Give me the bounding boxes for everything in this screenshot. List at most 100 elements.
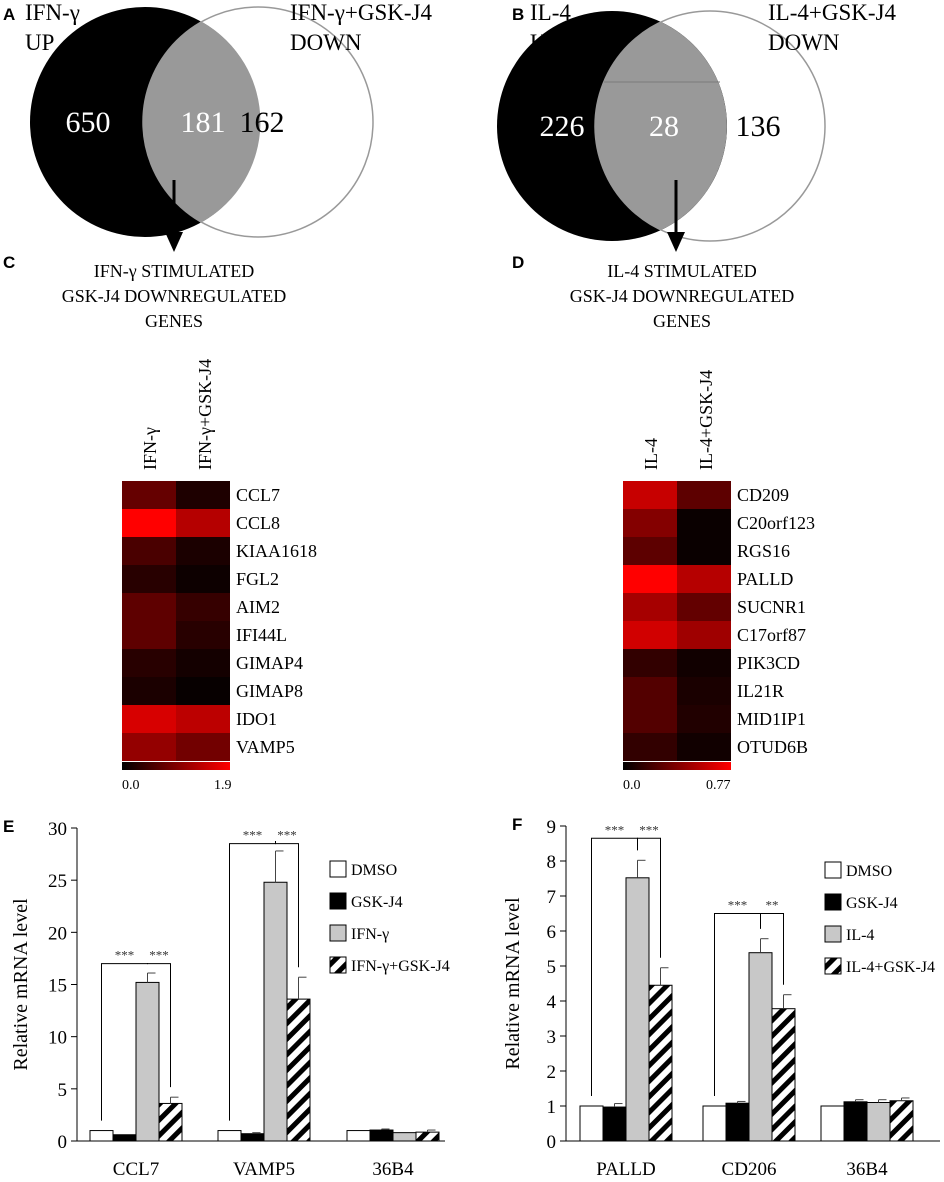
venn-b-left-label-line2: UP xyxy=(530,30,559,55)
heatmap-c-cell-r6-c1 xyxy=(176,649,230,677)
chart-e-x-tick-label: 36B4 xyxy=(372,1159,414,1180)
chart-e-panel-letter: E xyxy=(3,817,14,836)
heatmap-c-cell-r3-c0 xyxy=(122,565,176,593)
heatmap-c-gene-label: KIAA1618 xyxy=(236,541,317,561)
chart-f-x-tick-label: 36B4 xyxy=(846,1159,888,1180)
heatmap-d-cell-r0-c0 xyxy=(623,481,677,509)
chart-e-significance-label: *** xyxy=(115,948,135,963)
chart-f-bar xyxy=(889,1100,914,1142)
heatmap-c-cell-r5-c0 xyxy=(122,621,176,649)
heatmap-c-cell-r9-c1 xyxy=(176,733,230,761)
chart-e-y-tick-label: 15 xyxy=(48,976,67,997)
heatmap-d-scale-min: 0.0 xyxy=(623,778,641,793)
heatmap-c-gene-label: CCL7 xyxy=(236,485,280,505)
heatmap-d-cell-r7-c1 xyxy=(677,677,731,705)
venn-b-right-label-line2: DOWN xyxy=(768,30,840,55)
chart-f-significance-bracket xyxy=(760,913,784,985)
heatmap-d-cell-r1-c0 xyxy=(623,509,677,537)
heatmap-d-title-line2: GSK-J4 DOWNREGULATED xyxy=(570,286,794,306)
heatmap-d-cell-r9-c0 xyxy=(623,733,677,761)
chart-f-significance-label: *** xyxy=(728,898,748,913)
heatmap-d-cell-r9-c1 xyxy=(677,733,731,761)
chart-f-legend-swatch xyxy=(824,893,842,911)
chart-f-x-tick-label: CD206 xyxy=(722,1159,777,1180)
chart-e-y-tick-label: 30 xyxy=(48,819,67,840)
heatmap-d-gene-label: C17orf87 xyxy=(737,625,806,645)
chart-e-bar xyxy=(240,1133,265,1142)
heatmap-d-cell-r3-c1 xyxy=(677,565,731,593)
heatmap-d-scale-bar xyxy=(623,762,731,770)
heatmap-d-col-label-1: IL-4 xyxy=(641,438,661,470)
heatmap-d-gene-label: IL21R xyxy=(737,681,784,701)
venn-b-left-label-line1: IL-4 xyxy=(530,0,571,25)
heatmap-c-cell-r0-c1 xyxy=(176,481,230,509)
chart-e-significance-label: *** xyxy=(277,828,297,843)
heatmap-c-scale-bar xyxy=(122,762,230,770)
panel-letter-a: A xyxy=(3,5,15,24)
chart-f-legend-swatch xyxy=(824,861,842,879)
heatmap-d-gene-label: PALLD xyxy=(737,569,793,589)
chart-f-bar xyxy=(579,1105,604,1142)
heatmap-c-cell-r8-c1 xyxy=(176,705,230,733)
chart-f-y-tick-label: 3 xyxy=(547,1027,557,1048)
heatmap-c-cell-r8-c0 xyxy=(122,705,176,733)
venn-a-arrow-head xyxy=(165,232,183,252)
venn-a-right-label-line2: DOWN xyxy=(290,30,362,55)
heatmap-c-gene-label: CCL8 xyxy=(236,513,280,533)
chart-f-bar xyxy=(843,1101,868,1142)
chart-f-y-tick-label: 6 xyxy=(547,922,557,943)
chart-e-legend-label: IFN-γ xyxy=(351,926,389,943)
heatmap-d-cell-r5-c1 xyxy=(677,621,731,649)
chart-e-bar xyxy=(392,1132,417,1142)
heatmap-d-cells xyxy=(623,481,731,761)
venn-a-left-label-line1: IFN-γ xyxy=(25,0,80,25)
heatmap-c-scale-max: 1.9 xyxy=(214,778,232,793)
heatmap-d-cell-r2-c0 xyxy=(623,537,677,565)
heatmap-d-col-label-2: IL-4+GSK-J4 xyxy=(696,370,716,470)
chart-f-legend-label: GSK-J4 xyxy=(846,895,898,912)
chart-f-bar xyxy=(648,984,673,1142)
panel-d: D IL-4 STIMULATED GSK-J4 DOWNREGULATED G… xyxy=(512,253,815,793)
venn-b-right-label-line1: IL-4+GSK-J4 xyxy=(768,0,896,25)
panel-letter-c: C xyxy=(3,253,15,272)
chart-f-y-tick-label: 4 xyxy=(547,992,557,1013)
chart-e-bar xyxy=(217,1130,242,1142)
heatmap-c-gene-labels: CCL7 CCL8 KIAA1618 FGL2 AIM2 IFI44L GIMAP4 GIMA… xyxy=(236,485,317,757)
chart-f-legend-label: DMSO xyxy=(846,863,892,880)
chart-f-significance-label: ** xyxy=(766,898,779,913)
chart-f-significance-bracket xyxy=(637,837,661,958)
chart-e-bar xyxy=(158,1102,183,1142)
heatmap-c-cell-r4-c0 xyxy=(122,593,176,621)
chart-e-bar xyxy=(89,1130,114,1142)
panel-b: B IL-4 UP IL-4+GSK-J4 DOWN 226 28 136 xyxy=(497,0,896,252)
heatmap-c-gene-label: GIMAP4 xyxy=(236,653,303,673)
heatmap-c-gene-label: AIM2 xyxy=(236,597,280,617)
chart-e-legend-swatch xyxy=(329,956,347,974)
heatmap-c-cell-r2-c0 xyxy=(122,537,176,565)
heatmap-d-gene-label: CD209 xyxy=(737,485,789,505)
chart-f-bar xyxy=(625,877,650,1142)
heatmap-c-cell-r6-c0 xyxy=(122,649,176,677)
heatmap-d-scale-max: 0.77 xyxy=(706,778,731,793)
chart-f-bar xyxy=(725,1102,750,1142)
chart-e-legend-swatch xyxy=(329,892,347,910)
chart-e-legend-label: DMSO xyxy=(351,862,397,879)
chart-f-bar xyxy=(771,1008,796,1142)
chart-e-bar xyxy=(369,1129,394,1142)
venn-b-left-count: 226 xyxy=(540,110,585,143)
chart-e-y-tick-label: 10 xyxy=(48,1028,67,1049)
heatmap-c-col-label-2: IFN-γ+GSK-J4 xyxy=(195,359,215,470)
chart-e-y-tick-label: 20 xyxy=(48,923,67,944)
heatmap-d-gene-label: RGS16 xyxy=(737,541,790,561)
heatmap-d-cell-r2-c1 xyxy=(677,537,731,565)
heatmap-c-cell-r5-c1 xyxy=(176,621,230,649)
chart-f-legend-swatch xyxy=(824,957,842,975)
venn-a-right-count: 162 xyxy=(240,106,285,139)
chart-e-significance-bracket xyxy=(147,963,171,1088)
venn-a-overlap xyxy=(142,21,261,223)
heatmap-c-cell-r7-c0 xyxy=(122,677,176,705)
heatmap-d-cell-r3-c0 xyxy=(623,565,677,593)
chart-f-y-tick-label: 7 xyxy=(547,887,557,908)
chart-f-legend-label: IL-4 xyxy=(846,927,874,944)
